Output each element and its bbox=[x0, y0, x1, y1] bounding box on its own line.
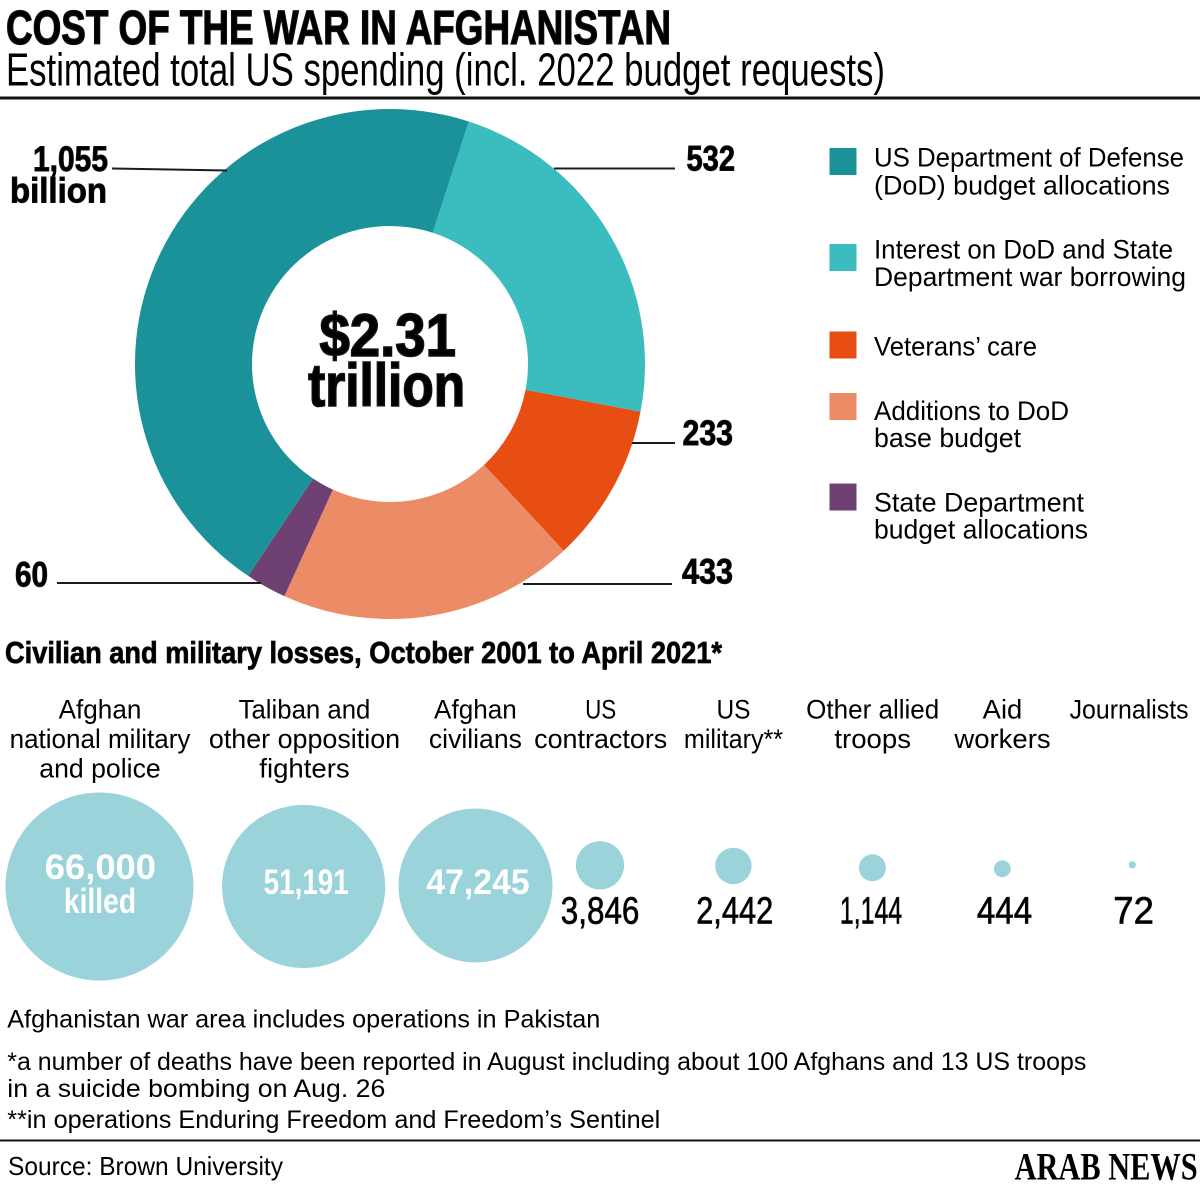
svg-text:civilians: civilians bbox=[429, 724, 522, 754]
svg-text:Afghan: Afghan bbox=[59, 694, 142, 724]
svg-text:national military: national military bbox=[10, 724, 191, 754]
svg-text:Taliban and: Taliban and bbox=[239, 694, 371, 724]
svg-text:COST OF THE WAR IN AFGHANISTAN: COST OF THE WAR IN AFGHANISTAN bbox=[6, 2, 671, 55]
svg-text:Interest on DoD and State: Interest on DoD and State bbox=[874, 235, 1173, 265]
svg-text:military**: military** bbox=[684, 724, 784, 754]
svg-text:Other allied: Other allied bbox=[806, 694, 939, 724]
svg-text:Afghanistan war area includes: Afghanistan war area includes operations… bbox=[7, 1006, 600, 1034]
svg-text:billion: billion bbox=[10, 172, 107, 211]
svg-text:budget allocations: budget allocations bbox=[874, 515, 1088, 545]
svg-text:US Department of Defense: US Department of Defense bbox=[874, 143, 1184, 173]
svg-text:Department war borrowing: Department war borrowing bbox=[874, 262, 1186, 292]
svg-text:other opposition: other opposition bbox=[209, 724, 400, 754]
svg-text:Civilian and military losses,: Civilian and military losses, October 20… bbox=[5, 635, 723, 670]
svg-text:60: 60 bbox=[15, 556, 48, 595]
svg-text:51,191: 51,191 bbox=[264, 863, 349, 902]
svg-text:trillion: trillion bbox=[308, 352, 465, 419]
svg-text:Veterans’ care: Veterans’ care bbox=[874, 332, 1037, 362]
svg-text:State Department: State Department bbox=[874, 488, 1084, 518]
svg-text:ARAB NEWS: ARAB NEWS bbox=[1015, 1146, 1198, 1189]
svg-text:Journalists: Journalists bbox=[1070, 694, 1189, 724]
svg-text:Estimated total US spending (i: Estimated total US spending (incl. 2022 … bbox=[6, 43, 885, 95]
svg-text:1,144: 1,144 bbox=[840, 891, 902, 933]
svg-text:Aid: Aid bbox=[983, 694, 1023, 724]
svg-text:and police: and police bbox=[39, 753, 160, 783]
svg-text:2,442: 2,442 bbox=[696, 891, 773, 933]
svg-text:fighters: fighters bbox=[259, 753, 349, 783]
svg-text:*a number of deaths have been: *a number of deaths have been reported i… bbox=[7, 1048, 1086, 1076]
svg-text:47,245: 47,245 bbox=[426, 863, 529, 902]
svg-text:Additions to DoD: Additions to DoD bbox=[874, 396, 1069, 426]
svg-text:433: 433 bbox=[682, 552, 733, 591]
svg-text:532: 532 bbox=[687, 140, 736, 179]
svg-text:base budget: base budget bbox=[874, 423, 1021, 453]
svg-text:3,846: 3,846 bbox=[561, 891, 640, 933]
svg-text:$2.31: $2.31 bbox=[319, 302, 456, 369]
svg-text:contractors: contractors bbox=[534, 724, 667, 754]
svg-text:72: 72 bbox=[1113, 891, 1154, 933]
svg-text:233: 233 bbox=[683, 414, 734, 453]
svg-text:444: 444 bbox=[977, 891, 1032, 933]
svg-text:1,055: 1,055 bbox=[33, 140, 108, 179]
svg-text:killed: killed bbox=[64, 882, 136, 921]
svg-text:**in operations Enduring Freed: **in operations Enduring Freedom and Fre… bbox=[7, 1106, 660, 1134]
svg-text:(DoD) budget allocations: (DoD) budget allocations bbox=[874, 171, 1170, 201]
svg-text:troops: troops bbox=[834, 724, 911, 754]
svg-text:Afghan: Afghan bbox=[434, 694, 517, 724]
svg-text:66,000: 66,000 bbox=[45, 848, 156, 887]
svg-text:in a suicide bombing on Aug. 2: in a suicide bombing on Aug. 26 bbox=[7, 1075, 385, 1103]
svg-text:US: US bbox=[585, 694, 616, 724]
svg-text:Source: Brown University: Source: Brown University bbox=[8, 1151, 283, 1181]
svg-text:US: US bbox=[717, 694, 751, 724]
svg-text:workers: workers bbox=[953, 724, 1050, 754]
